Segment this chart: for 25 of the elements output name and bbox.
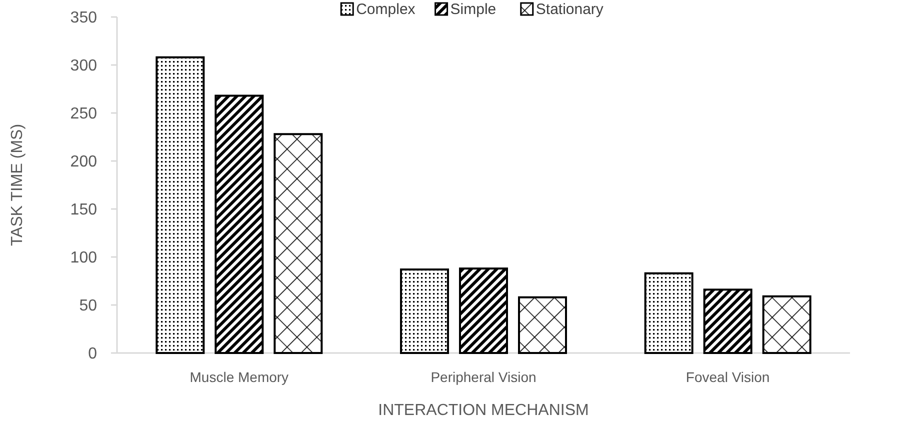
bar (214, 94, 264, 354)
x-tick-label: Peripheral Vision (430, 369, 536, 385)
bar (762, 295, 812, 354)
bar (274, 133, 323, 354)
legend-label: Complex (356, 1, 416, 18)
bar (400, 268, 449, 354)
y-tick-label: 200 (70, 154, 98, 171)
x-tick-label: Muscle Memory (190, 369, 289, 385)
bar (459, 268, 508, 354)
bar (518, 296, 567, 354)
bar (644, 272, 694, 354)
bar (156, 56, 205, 354)
y-tick-label: 50 (79, 298, 98, 315)
y-tick-label: 150 (70, 202, 98, 219)
y-tick-label: 100 (70, 250, 98, 267)
y-tick-label: 250 (70, 106, 98, 123)
y-tick-label: 350 (70, 10, 98, 27)
y-tick-label: 300 (70, 58, 98, 75)
y-tick-label: 0 (88, 346, 98, 363)
y-axis-title: TASK TIME (MS) (9, 124, 26, 246)
bar (703, 288, 752, 354)
x-axis-title: INTERACTION MECHANISM (378, 402, 589, 419)
x-tick-label: Foveal Vision (686, 369, 770, 385)
legend-label: Stationary (536, 1, 604, 18)
legend-label: Simple (450, 1, 496, 18)
